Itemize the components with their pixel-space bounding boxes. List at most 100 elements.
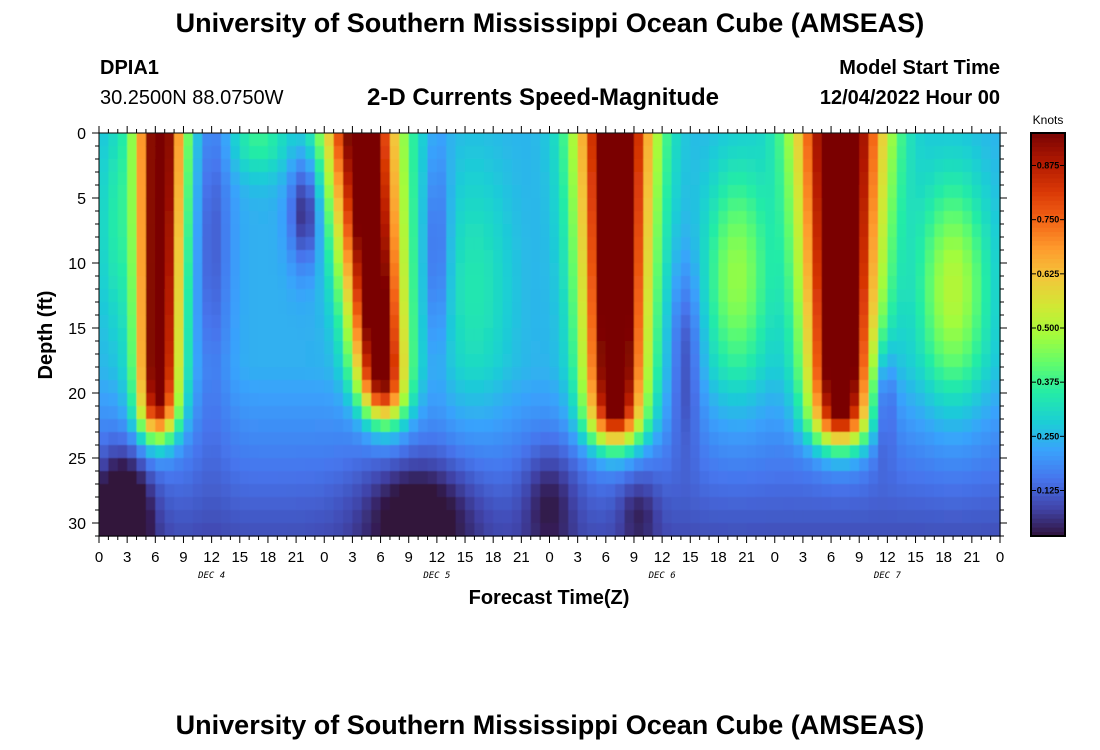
heatmap-cell — [558, 406, 569, 420]
heatmap-cell — [633, 276, 644, 290]
heatmap-cell — [530, 380, 541, 394]
heatmap-cell — [990, 198, 1001, 212]
heatmap-cell — [183, 510, 194, 524]
heatmap-cell — [145, 172, 156, 186]
heatmap-cell — [690, 328, 701, 342]
heatmap-cell — [831, 315, 842, 329]
heatmap-cell — [596, 133, 607, 147]
heatmap-cell — [267, 237, 278, 251]
heatmap-cell — [896, 211, 907, 225]
heatmap-cell — [568, 289, 579, 303]
heatmap-cell — [709, 211, 720, 225]
heatmap-cell — [230, 367, 241, 381]
heatmap-cell — [934, 380, 945, 394]
heatmap-cell — [493, 315, 504, 329]
heatmap-cell — [164, 497, 175, 511]
heatmap-cell — [333, 315, 344, 329]
heatmap-cell — [145, 211, 156, 225]
heatmap-cell — [493, 146, 504, 160]
heatmap-cell — [953, 133, 964, 147]
heatmap-cell — [587, 146, 598, 160]
heatmap-cell — [859, 523, 870, 537]
heatmap-cell — [915, 276, 926, 290]
heatmap-cell — [755, 146, 766, 160]
heatmap-cell — [389, 419, 400, 433]
heatmap-cell — [296, 497, 307, 511]
heatmap-cell — [990, 302, 1001, 316]
heatmap-cell — [802, 471, 813, 485]
heatmap-cell — [530, 406, 541, 420]
heatmap-cell — [127, 276, 138, 290]
heatmap-cell — [361, 380, 372, 394]
heatmap-cell — [971, 237, 982, 251]
heatmap-cell — [540, 380, 551, 394]
heatmap-cell — [699, 146, 710, 160]
heatmap-cell — [755, 237, 766, 251]
heatmap-cell — [483, 315, 494, 329]
heatmap-cell — [774, 263, 785, 277]
heatmap-cell — [399, 185, 410, 199]
heatmap-cell — [192, 393, 203, 407]
heatmap-cell — [446, 172, 457, 186]
heatmap-cell — [906, 393, 917, 407]
heatmap-cell — [953, 146, 964, 160]
heatmap-cell — [99, 198, 109, 212]
heatmap-cell — [183, 380, 194, 394]
heatmap-cell — [314, 198, 325, 212]
colorbar-segment — [1031, 218, 1065, 224]
heatmap-cell — [596, 328, 607, 342]
heatmap-cell — [296, 367, 307, 381]
heatmap-cell — [746, 185, 757, 199]
heatmap-cell — [793, 341, 804, 355]
heatmap-cell — [333, 432, 344, 446]
heatmap-cell — [662, 146, 673, 160]
heatmap-cell — [840, 393, 851, 407]
heatmap-cell — [727, 328, 738, 342]
heatmap-cell — [643, 198, 654, 212]
heatmap-cell — [117, 445, 128, 459]
heatmap-cell — [502, 172, 513, 186]
heatmap-cell — [887, 250, 898, 264]
heatmap-cell — [868, 458, 879, 472]
heatmap-cell — [324, 328, 335, 342]
heatmap-cell — [596, 224, 607, 238]
heatmap-cell — [127, 250, 138, 264]
heatmap-cell — [446, 510, 457, 524]
heatmap-cell — [540, 497, 551, 511]
heatmap-cell — [314, 276, 325, 290]
heatmap-cell — [643, 237, 654, 251]
heatmap-cell — [474, 302, 485, 316]
heatmap-cell — [746, 367, 757, 381]
heatmap-cell — [765, 406, 776, 420]
heatmap-cell — [558, 523, 569, 537]
heatmap-cell — [605, 406, 616, 420]
heatmap-cell — [737, 211, 748, 225]
heatmap-cell — [352, 367, 363, 381]
heatmap-cell — [239, 159, 250, 173]
heatmap-cell — [671, 211, 682, 225]
heatmap-cell — [258, 302, 269, 316]
heatmap-cell — [915, 302, 926, 316]
heatmap-cell — [145, 224, 156, 238]
heatmap-cell — [699, 510, 710, 524]
heatmap-cell — [727, 302, 738, 316]
heatmap-cell — [746, 159, 757, 173]
heatmap-cell — [774, 328, 785, 342]
heatmap-cell — [108, 146, 119, 160]
heatmap-cell — [258, 146, 269, 160]
heatmap-cell — [352, 276, 363, 290]
colorbar-segment — [1031, 401, 1065, 407]
heatmap-cell — [690, 445, 701, 459]
heatmap-cell — [502, 367, 513, 381]
heatmap-cell — [436, 458, 447, 472]
heatmap-cell — [418, 510, 429, 524]
heatmap-cell — [587, 185, 598, 199]
heatmap-cell — [671, 458, 682, 472]
heatmap-cell — [399, 354, 410, 368]
heatmap-cell — [465, 211, 476, 225]
heatmap-cell — [680, 302, 691, 316]
heatmap-cell — [821, 237, 832, 251]
heatmap-cell — [680, 367, 691, 381]
heatmap-cell — [267, 133, 278, 147]
heatmap-cell — [380, 484, 391, 498]
